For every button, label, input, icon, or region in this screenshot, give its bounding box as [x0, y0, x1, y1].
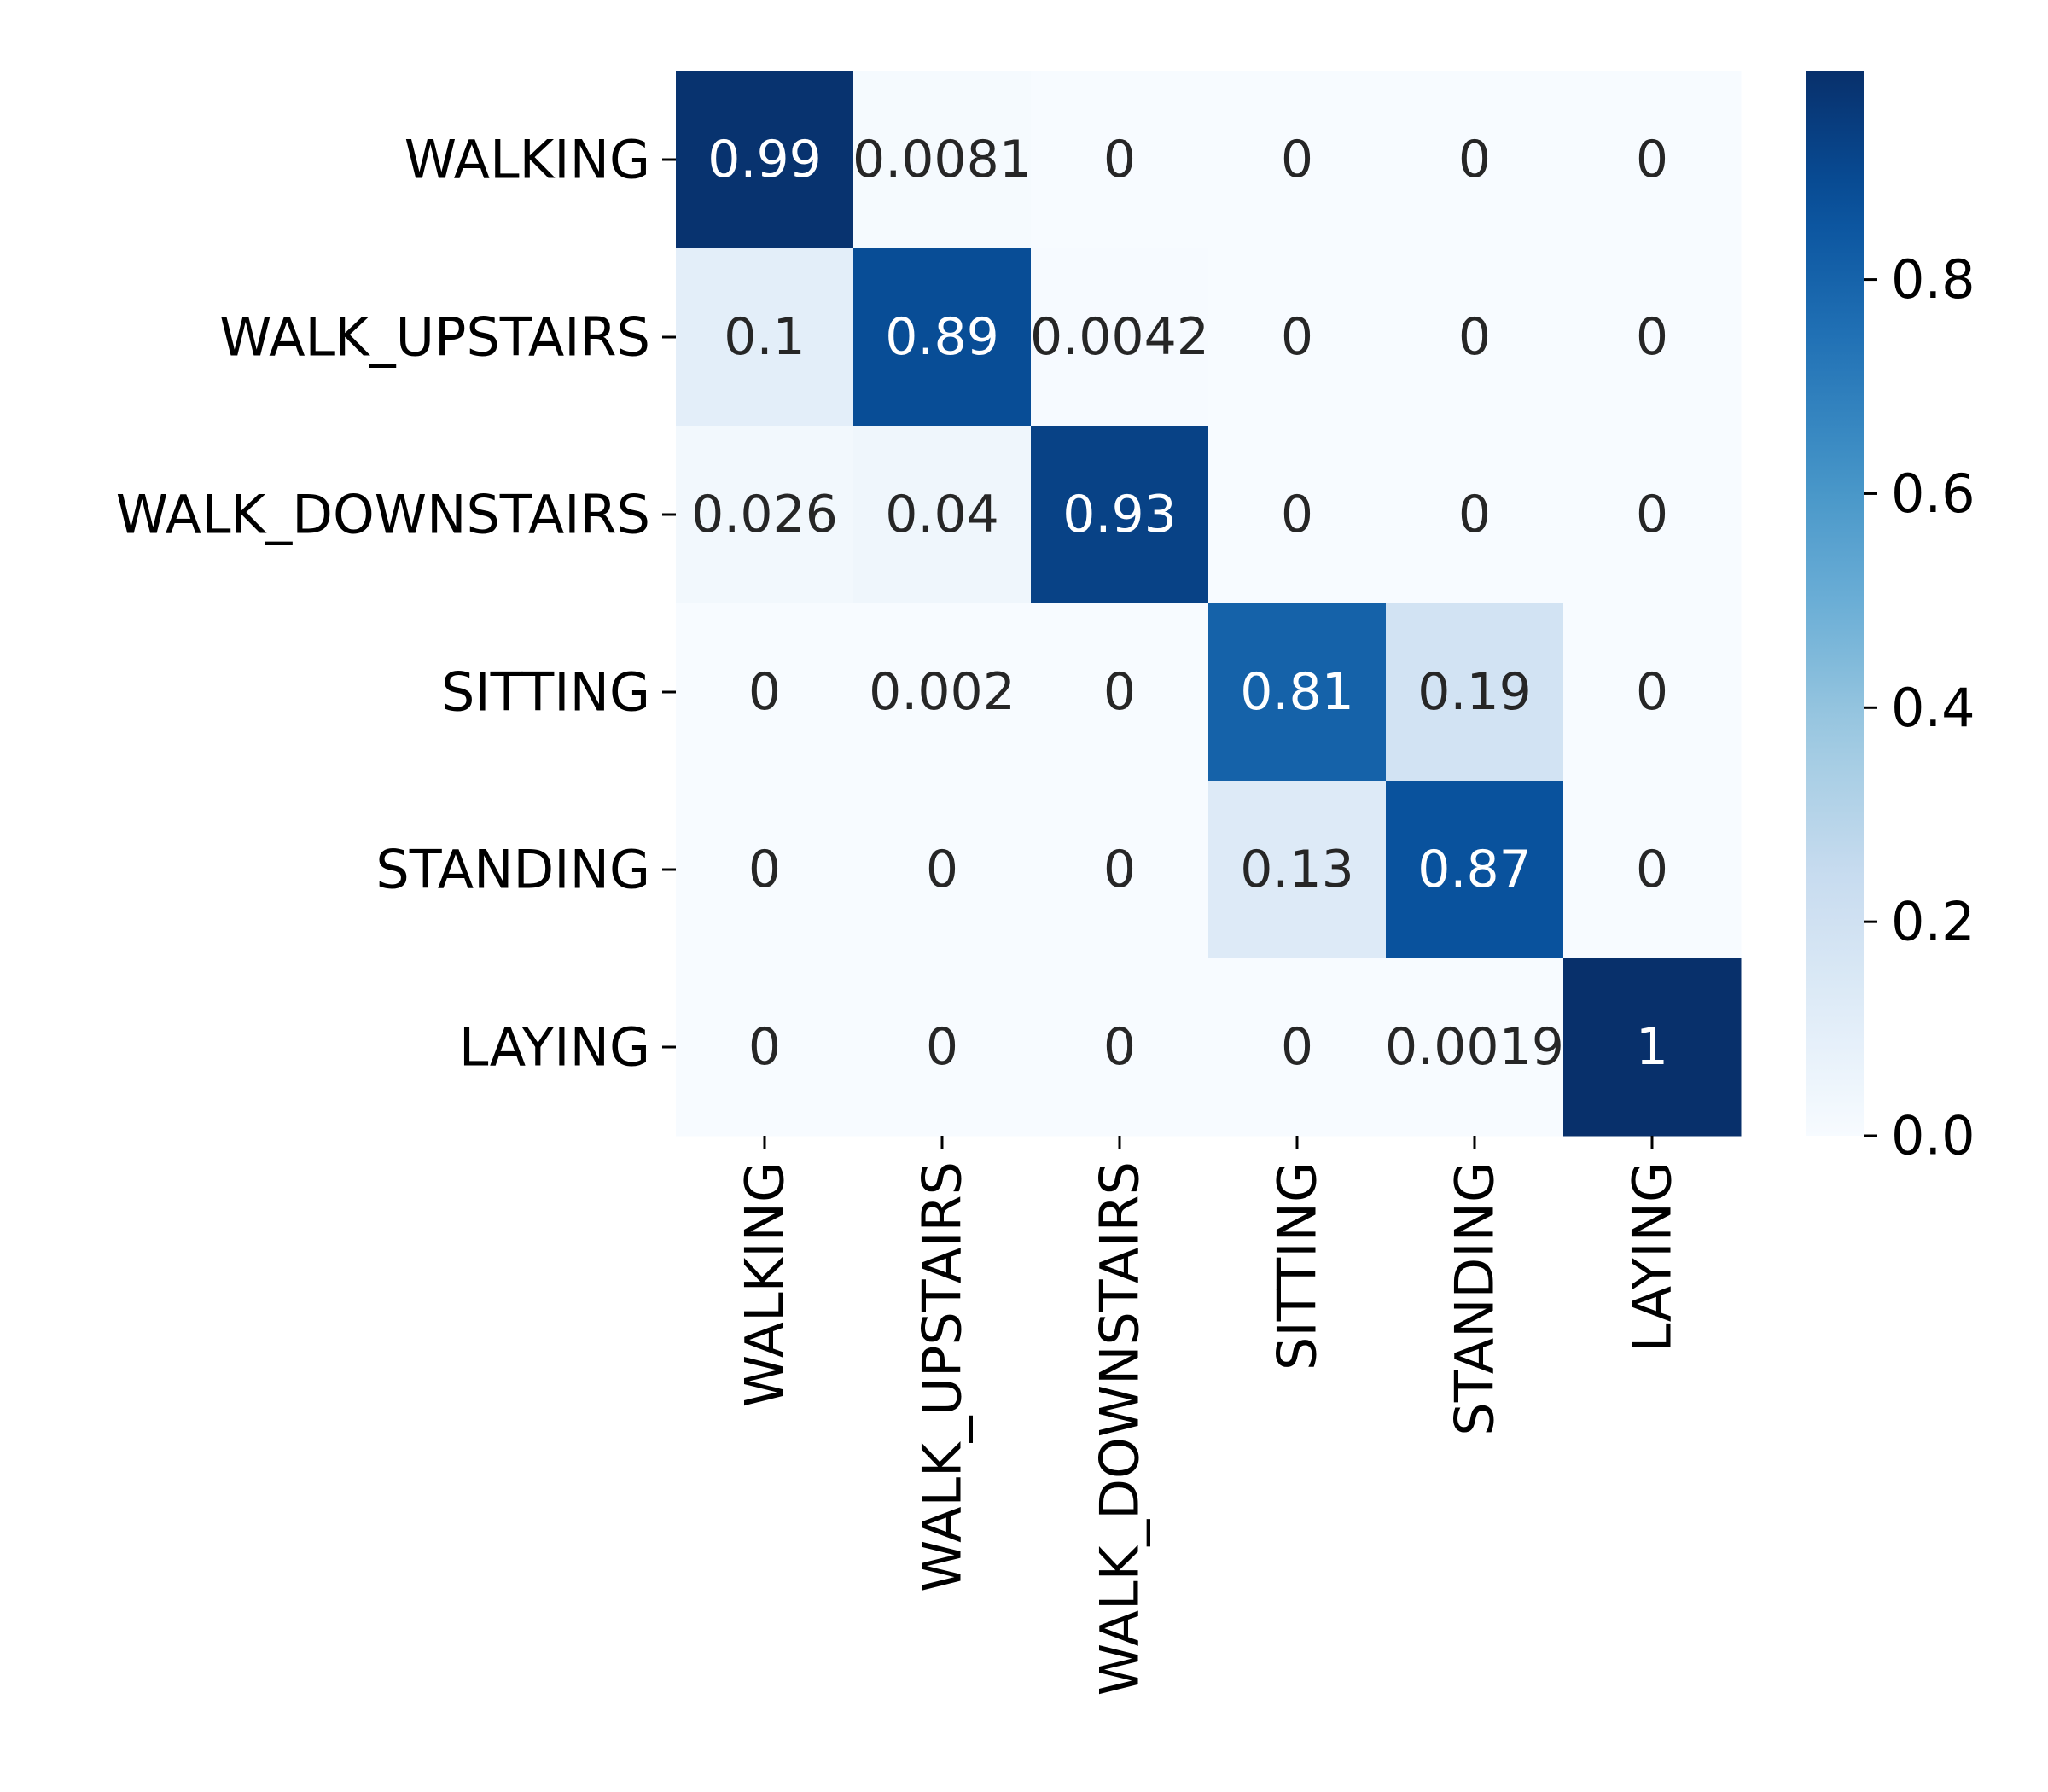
cell-value-label-r3-c3: 0.81: [1240, 662, 1354, 722]
heatmap-cell-r2-c2: [1031, 426, 1209, 604]
heatmap-cell-r0-c1: [853, 71, 1032, 249]
cell-value-label-r5-c3: 0: [1281, 1017, 1313, 1077]
heatmap-cell-r3-c4: [1386, 603, 1564, 782]
cell-value-label-r4-c2: 0: [1103, 840, 1136, 899]
cell-value-label-r2-c3: 0: [1281, 485, 1313, 544]
colorbar-tick-label-4: 0.8: [1891, 248, 1975, 311]
cell-value-label-r2-c4: 0: [1458, 485, 1491, 544]
x-tick-label-3: SITTING: [1266, 1161, 1329, 1370]
heatmap-cell-r4-c5: [1563, 781, 1742, 959]
y-tick-label-5: LAYING: [459, 1016, 650, 1079]
heatmap-cell-r5-c2: [1031, 958, 1209, 1137]
cell-value-label-r4-c4: 0.87: [1417, 840, 1532, 899]
x-axis: WALKING WALK_UPSTAIRS WALK_DOWNSTAIRS SITTI…: [734, 1136, 1684, 1696]
heatmap-cell-r1-c1: [853, 248, 1032, 427]
heatmap-cell-r1-c5: [1563, 248, 1742, 427]
heatmap-cell-r4-c2: [1031, 781, 1209, 959]
cell-value-label-r2-c2: 0.93: [1062, 485, 1177, 544]
x-tick-label-4: STANDING: [1444, 1161, 1506, 1436]
y-tick-label-0: WALKING: [404, 129, 650, 191]
x-tick-label-1: WALK_UPSTAIRS: [911, 1161, 974, 1592]
x-tick-label-5: LAYING: [1621, 1161, 1684, 1353]
heatmap-cell-r4-c0: [676, 781, 854, 959]
cell-value-label-r2-c5: 0: [1636, 485, 1668, 544]
heatmap-cell-r1-c0: [676, 248, 854, 427]
y-tick-label-4: STANDING: [375, 839, 650, 901]
heatmap-cell-r0-c3: [1208, 71, 1387, 249]
cell-value-label-r3-c4: 0.19: [1417, 662, 1532, 722]
cell-value-label-r3-c1: 0.002: [869, 662, 1015, 722]
heatmap-cell-r5-c4: [1386, 958, 1564, 1137]
colorbar-ticks: 0.0 0.2 0.4 0.6 0.8: [1864, 248, 1975, 1167]
cell-value-label-r0-c2: 0: [1103, 130, 1136, 189]
colorbar-tick-label-3: 0.6: [1891, 463, 1975, 525]
cell-value-label-r4-c5: 0: [1636, 840, 1668, 899]
heatmap-cell-r3-c5: [1563, 603, 1742, 782]
x-tick-label-2: WALK_DOWNSTAIRS: [1089, 1161, 1151, 1696]
y-tick-label-2: WALK_DOWNSTAIRS: [116, 484, 650, 546]
heatmap-cell-r1-c2: [1031, 248, 1209, 427]
heatmap-cell-r4-c4: [1386, 781, 1564, 959]
cell-value-label-r1-c3: 0: [1281, 307, 1313, 367]
cell-value-label-r5-c1: 0: [926, 1017, 958, 1077]
heatmap-cell-r2-c4: [1386, 426, 1564, 604]
cell-value-label-r1-c5: 0: [1636, 307, 1668, 367]
cell-value-label-r0-c3: 0: [1281, 130, 1313, 189]
colorbar-tick-label-2: 0.4: [1891, 677, 1975, 739]
colorbar-gradient: [1806, 71, 1864, 1136]
colorbar-tick-label-1: 0.2: [1891, 891, 1975, 953]
cell-value-label-r5-c2: 0: [1103, 1017, 1136, 1077]
y-tick-label-1: WALK_UPSTAIRS: [219, 306, 650, 369]
heatmap-cell-r2-c1: [853, 426, 1032, 604]
heatmap-cell-r4-c3: [1208, 781, 1387, 959]
cell-value-label-r2-c1: 0.04: [885, 485, 999, 544]
heatmap-cell-r0-c0: [676, 71, 854, 249]
heatmap-cell-r2-c0: [676, 426, 854, 604]
heatmap-cell-r3-c0: [676, 603, 854, 782]
heatmap-cell-r1-c4: [1386, 248, 1564, 427]
heatmap-cells: [676, 71, 1742, 1137]
cell-value-label-r4-c1: 0: [926, 840, 958, 899]
colorbar: 0.0 0.2 0.4 0.6 0.8: [1806, 71, 1975, 1167]
cell-value-label-r3-c5: 0: [1636, 662, 1668, 722]
cell-value-label-r5-c0: 0: [748, 1017, 781, 1077]
heatmap-cell-r4-c1: [853, 781, 1032, 959]
heatmap-cell-r2-c5: [1563, 426, 1742, 604]
heatmap-cell-r1-c3: [1208, 248, 1387, 427]
heatmap-cell-r5-c3: [1208, 958, 1387, 1137]
cell-value-label-r4-c0: 0: [748, 840, 781, 899]
cell-value-label-r1-c2: 0.0042: [1030, 307, 1209, 367]
heatmap-cell-r3-c3: [1208, 603, 1387, 782]
cell-value-label-r0-c1: 0.0081: [852, 130, 1032, 189]
cell-value-label-r3-c0: 0: [748, 662, 781, 722]
y-axis: WALKING WALK_UPSTAIRS WALK_DOWNSTAIRS SITTI…: [116, 129, 676, 1079]
cell-value-label-r1-c0: 0.1: [724, 307, 805, 367]
heatmap-cell-labels: 0.99 0.0081 0 0 0 0 0.1 0.89 0.0042 0 0 0 0.026 0.04 0…: [691, 130, 1668, 1077]
heatmap-cell-r0-c4: [1386, 71, 1564, 249]
heatmap-cell-r0-c5: [1563, 71, 1742, 249]
cell-value-label-r5-c4: 0.0019: [1385, 1017, 1564, 1077]
heatmap-cell-r3-c1: [853, 603, 1032, 782]
cell-value-label-r1-c4: 0: [1458, 307, 1491, 367]
cell-value-label-r3-c2: 0: [1103, 662, 1136, 722]
cell-value-label-r2-c0: 0.026: [691, 485, 838, 544]
cell-value-label-r5-c5: 1: [1636, 1017, 1668, 1077]
cell-value-label-r0-c4: 0: [1458, 130, 1491, 189]
y-tick-label-3: SITTING: [441, 661, 650, 724]
cell-value-label-r1-c1: 0.89: [885, 307, 999, 367]
heatmap-cell-r5-c1: [853, 958, 1032, 1137]
heatmap-cell-r2-c3: [1208, 426, 1387, 604]
cell-value-label-r4-c3: 0.13: [1240, 840, 1354, 899]
heatmap-cell-r0-c2: [1031, 71, 1209, 249]
heatmap-cell-r3-c2: [1031, 603, 1209, 782]
x-tick-label-0: WALKING: [734, 1161, 796, 1407]
cell-value-label-r0-c5: 0: [1636, 130, 1668, 189]
heatmap-cell-r5-c5: [1563, 958, 1742, 1137]
colorbar-tick-label-0: 0.0: [1891, 1105, 1975, 1167]
cell-value-label-r0-c0: 0.99: [707, 130, 822, 189]
heatmap-cell-r5-c0: [676, 958, 854, 1137]
